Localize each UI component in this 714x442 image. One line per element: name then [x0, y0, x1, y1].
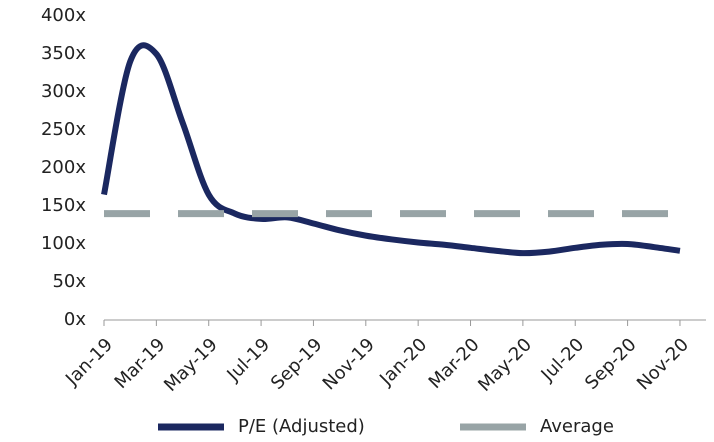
y-tick-label: 150x	[41, 195, 86, 216]
y-tick-label: 400x	[41, 5, 86, 26]
x-tick-label: Nov-20	[633, 334, 693, 394]
x-tick-label: Mar-19	[111, 334, 170, 393]
x-tick-label: Sep-20	[581, 334, 641, 394]
y-tick-label: 300x	[41, 81, 86, 102]
x-tick-label: Sep-19	[267, 334, 327, 394]
y-tick-label: 50x	[52, 271, 86, 292]
y-tick-label: 350x	[41, 43, 86, 64]
series-line	[101, 42, 681, 257]
x-tick-label: Mar-20	[425, 334, 484, 393]
y-tick-label: 200x	[41, 157, 86, 178]
y-tick-label: 250x	[41, 119, 86, 140]
y-tick-label: 0x	[64, 309, 86, 330]
x-tick-label: May-20	[474, 334, 536, 396]
x-tick-label: Jan-19	[61, 334, 117, 390]
x-tick-label: Nov-19	[319, 334, 379, 394]
x-tick-label: Jan-20	[375, 334, 431, 390]
legend-label: P/E (Adjusted)	[238, 416, 365, 437]
y-tick-label: 100x	[41, 233, 86, 254]
legend-label: Average	[540, 416, 614, 437]
x-tick-label: May-19	[160, 334, 222, 396]
